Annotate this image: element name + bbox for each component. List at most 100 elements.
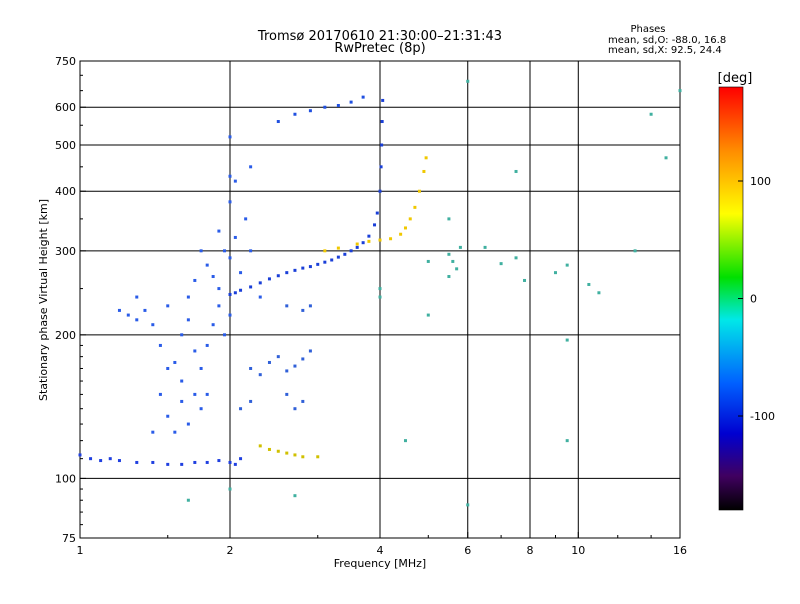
data-point (228, 292, 232, 296)
data-point (186, 498, 190, 502)
data-point (205, 460, 209, 464)
data-point (403, 226, 407, 230)
y-axis-label: Stationary phase Virtual Height [km] (37, 199, 50, 401)
data-point (285, 369, 289, 373)
data-point (301, 308, 305, 312)
x-tick-label: 1 (77, 544, 84, 557)
data-point (285, 271, 289, 275)
data-point (276, 355, 280, 359)
data-point (424, 156, 428, 160)
data-point (166, 304, 170, 308)
data-point (417, 189, 421, 193)
data-point (308, 265, 312, 269)
data-point (233, 291, 237, 295)
data-point (378, 189, 382, 193)
data-point (285, 392, 289, 396)
data-point (422, 169, 426, 173)
data-point (678, 89, 682, 93)
data-point (205, 343, 209, 347)
data-point (228, 313, 232, 317)
data-point (499, 262, 503, 266)
data-point (186, 422, 190, 426)
data-points (78, 79, 682, 507)
data-point (180, 379, 184, 383)
data-point (199, 366, 203, 370)
data-point (447, 275, 451, 279)
data-point (375, 211, 379, 215)
data-point (180, 462, 184, 466)
axis-ticks: 1 2 4 6 8 10 16 75 100 200 300 400 500 600 750 (55, 55, 687, 557)
data-point (361, 241, 365, 245)
data-point (308, 304, 312, 308)
data-point (301, 399, 305, 403)
data-point (193, 392, 197, 396)
data-point (483, 245, 487, 249)
data-point (228, 200, 232, 204)
data-point (408, 217, 412, 221)
data-point (308, 349, 312, 353)
data-point (316, 455, 320, 459)
data-point (78, 453, 82, 457)
data-point (276, 120, 280, 124)
data-point (249, 399, 253, 403)
data-point (180, 333, 184, 337)
x-tick-label: 6 (464, 544, 471, 557)
y-tick-label: 75 (62, 532, 76, 545)
data-point (166, 414, 170, 418)
data-point (186, 295, 190, 299)
data-point (158, 343, 162, 347)
data-point (293, 364, 297, 368)
data-point (565, 439, 569, 443)
data-point (426, 259, 430, 263)
data-point (455, 267, 459, 271)
data-point (193, 460, 197, 464)
colorbar-tick-label: 100 (750, 175, 771, 188)
data-point (413, 205, 417, 209)
data-point (349, 100, 353, 104)
data-point (378, 295, 382, 299)
grid-lines (80, 61, 680, 538)
data-point (223, 249, 227, 253)
x-tick-label: 8 (527, 544, 534, 557)
data-point (249, 366, 253, 370)
data-point (323, 105, 327, 109)
data-point (135, 460, 139, 464)
data-point (135, 295, 139, 299)
y-tick-label: 300 (55, 245, 76, 258)
data-point (514, 256, 518, 260)
data-point (193, 349, 197, 353)
data-point (316, 262, 320, 266)
data-point (258, 295, 262, 299)
colorbar-tick-label: -100 (750, 410, 775, 423)
data-point (336, 255, 340, 259)
y-tick-label: 500 (55, 139, 76, 152)
data-point (349, 249, 353, 253)
data-point (293, 112, 297, 116)
data-point (239, 457, 243, 461)
data-point (458, 245, 462, 249)
data-point (361, 95, 365, 99)
data-point (211, 323, 215, 327)
data-point (166, 462, 170, 466)
data-point (355, 245, 359, 249)
data-point (239, 407, 243, 411)
data-point (355, 242, 359, 246)
y-tick-label: 200 (55, 329, 76, 342)
data-point (373, 223, 377, 227)
data-point (379, 165, 383, 169)
data-point (249, 285, 253, 289)
x-tick-label: 4 (377, 544, 384, 557)
x-tick-label: 10 (571, 544, 585, 557)
data-point (217, 287, 221, 291)
data-point (173, 430, 177, 434)
y-tick-label: 600 (55, 101, 76, 114)
data-point (293, 407, 297, 411)
data-point (285, 451, 289, 455)
data-point (633, 249, 637, 253)
data-point (380, 120, 384, 124)
data-point (330, 258, 334, 262)
data-point (378, 287, 382, 291)
data-point (447, 217, 451, 221)
data-point (447, 252, 451, 256)
